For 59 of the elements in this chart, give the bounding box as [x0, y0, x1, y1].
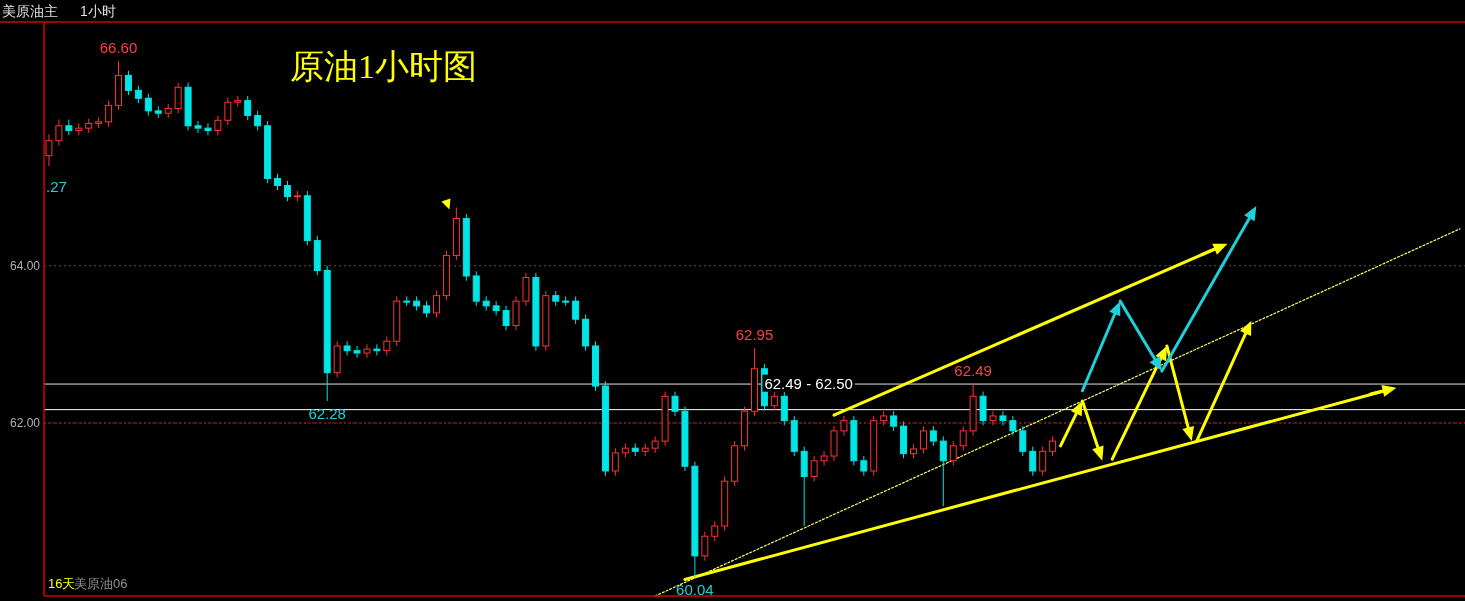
candlestick	[343, 340, 351, 356]
candlestick	[214, 115, 222, 136]
candlestick	[701, 531, 709, 562]
candlestick	[929, 425, 937, 447]
candlestick	[989, 410, 997, 426]
candlestick	[1019, 425, 1027, 457]
candlestick	[1029, 446, 1037, 477]
candlestick	[433, 290, 440, 319]
candlestick	[373, 343, 381, 356]
candlestick	[651, 435, 659, 454]
candlestick	[144, 93, 152, 117]
candlestick	[820, 450, 828, 466]
text: 1小时	[80, 3, 116, 19]
candlestick	[1039, 446, 1047, 477]
candlestick	[1009, 415, 1017, 437]
text: 原油1小时图	[290, 48, 477, 85]
annotation: 62.28	[308, 405, 346, 422]
annotation: 美原油06	[74, 576, 128, 591]
candlestick	[204, 122, 212, 136]
candlestick	[890, 410, 898, 432]
candlestick	[810, 455, 818, 482]
y-tick-label: 64.00	[9, 258, 41, 273]
candlestick	[55, 119, 63, 146]
candlestick	[283, 180, 291, 202]
annotation: 66.60	[99, 39, 138, 57]
candlestick	[124, 70, 132, 96]
candlestick	[611, 447, 619, 477]
candlestick	[105, 100, 113, 128]
candlestick	[949, 440, 957, 466]
candlestick	[194, 120, 202, 134]
candlestick	[959, 425, 967, 452]
candlestick	[1049, 435, 1057, 457]
candlestick	[244, 95, 252, 121]
candlestick	[353, 345, 361, 359]
candlestick	[522, 272, 530, 307]
candlestick	[254, 110, 262, 132]
candlestick	[840, 415, 848, 437]
candlestick	[711, 520, 719, 542]
candlestick	[860, 455, 868, 477]
band-label: 62.49 - 62.50	[764, 374, 853, 392]
candlestick	[45, 133, 53, 167]
annotation: 16天	[48, 576, 76, 591]
chart-subtitle: 美原油主	[2, 3, 58, 19]
candlestick	[939, 435, 947, 507]
candlestick	[224, 96, 232, 126]
candlestick	[671, 391, 679, 417]
candlestick	[999, 410, 1007, 426]
candlestick	[363, 343, 371, 359]
candlestick	[572, 295, 580, 325]
y-tick-label: 62.00	[9, 416, 41, 431]
annotation: .27	[46, 177, 67, 195]
candlestick	[383, 336, 391, 356]
candlestick	[174, 82, 182, 114]
candlestick	[492, 300, 500, 316]
annotation: 60.04	[676, 581, 714, 599]
annotation: 62.95	[735, 326, 774, 344]
candlestick	[919, 425, 927, 455]
annotation: 62.49	[954, 362, 992, 380]
candlestick	[502, 305, 510, 331]
